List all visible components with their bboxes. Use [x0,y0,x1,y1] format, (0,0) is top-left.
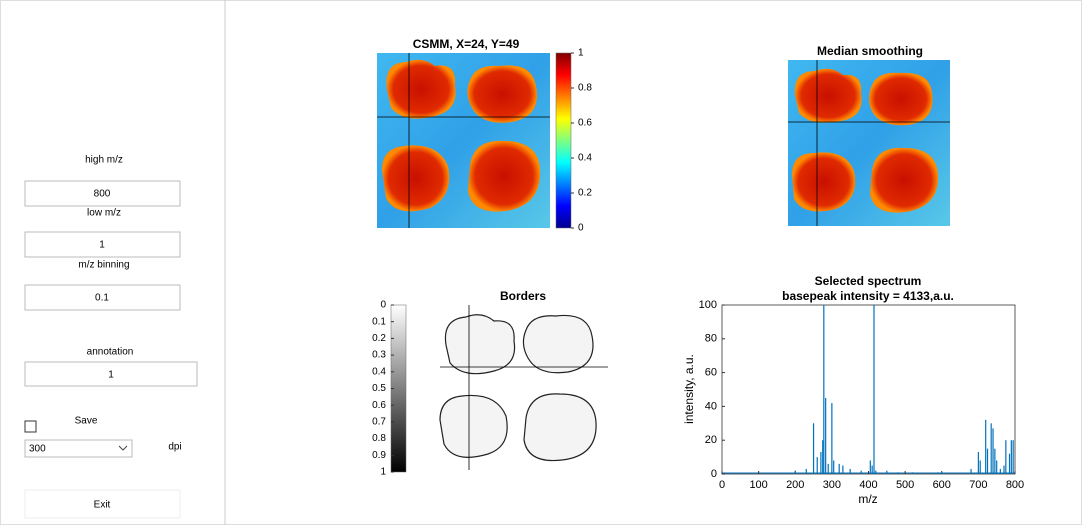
dropdown-value: 300 [29,444,46,455]
colorbar-tick-label: 0.2 [578,188,592,199]
label: m/z binning [78,260,129,271]
label: low m/z [87,208,121,219]
colorbar [556,53,571,228]
chart-subtitle: basepeak intensity = 4133,a.u. [782,289,954,303]
colorbar-tick-label: 0.6 [578,118,592,129]
colorbar-tick-label: 1 [380,467,386,478]
checkbox-label: Save [75,416,98,427]
colorbar-tick-label: 0.3 [372,350,386,361]
colorbar-tick-label: 0.1 [372,316,386,327]
x-tick-label: 500 [896,479,914,491]
x-axis-label: m/z [858,492,877,506]
label: dpi [168,442,181,453]
colorbar-tick-label: 0.8 [578,83,592,94]
colorbar-tick-label: 0.5 [372,383,386,394]
checkbox[interactable] [25,421,36,432]
y-tick-label: 60 [705,367,717,379]
input-value: 0.1 [95,293,109,304]
x-tick-label: 800 [1006,479,1024,491]
x-tick-label: 200 [786,479,804,491]
x-tick-label: 600 [933,479,951,491]
label: annotation [87,347,134,358]
y-tick-label: 80 [705,333,717,345]
image-title: CSMM, X=24, Y=49 [413,37,520,51]
colorbar-tick-label: 0.4 [372,366,386,377]
y-tick-label: 20 [705,434,717,446]
button-label: Exit [94,500,111,511]
x-tick-label: 100 [749,479,767,491]
x-tick-label: 300 [823,479,841,491]
image-title: Borders [500,289,546,303]
input-value: 800 [94,189,111,200]
y-axis-label: intensity, a.u. [682,354,696,424]
x-tick-label: 700 [969,479,987,491]
colorbar-tick-label: 0.8 [372,433,386,444]
image-title: Median smoothing [817,44,923,58]
y-tick-label: 40 [705,400,717,412]
colorbar-tick-label: 0.7 [372,417,386,428]
chart-title: Selected spectrum [815,274,922,288]
input-value: 1 [99,240,105,251]
colorbar-tick-label: 0.6 [372,400,386,411]
colorbar-tick-label: 1 [578,48,584,59]
label: high m/z [85,155,123,166]
colorbar-tick-label: 0 [578,223,584,234]
colorbar-tick-label: 0.2 [372,333,386,344]
y-tick-label: 100 [699,299,717,311]
colorbar-tick-label: 0.9 [372,450,386,461]
input-value: 1 [108,370,114,381]
colorbar-tick-label: 0 [380,300,386,311]
app-window: high m/z 800 low m/z 1 m/z binning 0.1 a… [0,0,1082,525]
x-tick-label: 0 [719,479,725,491]
y-tick-label: 0 [711,468,717,480]
x-tick-label: 400 [859,479,877,491]
colorbar-tick-label: 0.4 [578,153,592,164]
